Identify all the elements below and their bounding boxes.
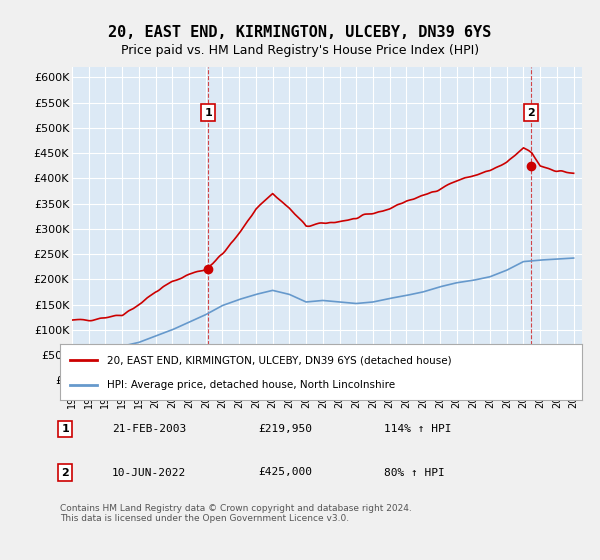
Text: Price paid vs. HM Land Registry's House Price Index (HPI): Price paid vs. HM Land Registry's House … (121, 44, 479, 57)
Text: 1: 1 (205, 108, 212, 118)
Text: Contains HM Land Registry data © Crown copyright and database right 2024.
This d: Contains HM Land Registry data © Crown c… (60, 504, 412, 524)
Text: HPI: Average price, detached house, North Lincolnshire: HPI: Average price, detached house, Nort… (107, 380, 395, 390)
Text: 1: 1 (61, 424, 69, 434)
Text: 2: 2 (61, 468, 69, 478)
Text: £219,950: £219,950 (259, 424, 313, 434)
Text: 21-FEB-2003: 21-FEB-2003 (112, 424, 187, 434)
Text: 80% ↑ HPI: 80% ↑ HPI (383, 468, 445, 478)
Text: 20, EAST END, KIRMINGTON, ULCEBY, DN39 6YS: 20, EAST END, KIRMINGTON, ULCEBY, DN39 6… (109, 25, 491, 40)
Text: 10-JUN-2022: 10-JUN-2022 (112, 468, 187, 478)
Text: 114% ↑ HPI: 114% ↑ HPI (383, 424, 451, 434)
Text: 2: 2 (527, 108, 535, 118)
Text: 20, EAST END, KIRMINGTON, ULCEBY, DN39 6YS (detached house): 20, EAST END, KIRMINGTON, ULCEBY, DN39 6… (107, 355, 452, 365)
Text: £425,000: £425,000 (259, 468, 313, 478)
